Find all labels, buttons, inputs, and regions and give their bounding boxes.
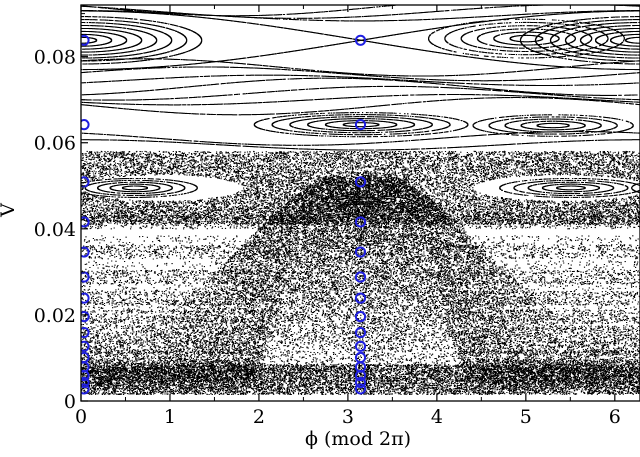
y-axis-title: V — [0, 203, 19, 218]
y-tick-label: 0.06 — [34, 133, 76, 155]
y-tick-label: 0.04 — [34, 219, 76, 241]
x-tick-label: 3 — [342, 406, 354, 428]
x-tick-label: 0 — [75, 406, 87, 428]
x-axis-title: ϕ (mod 2π) — [305, 428, 411, 450]
x-tick-label: 2 — [253, 406, 265, 428]
y-tick-label: 0.08 — [34, 47, 76, 69]
y-tick-label: 0.02 — [34, 305, 76, 327]
x-tick-label: 1 — [164, 406, 176, 428]
x-tick-label: 4 — [431, 406, 443, 428]
x-tick-label: 5 — [520, 406, 532, 428]
x-tick-label: 6 — [609, 406, 621, 428]
y-tick-label: 0 — [64, 391, 76, 413]
